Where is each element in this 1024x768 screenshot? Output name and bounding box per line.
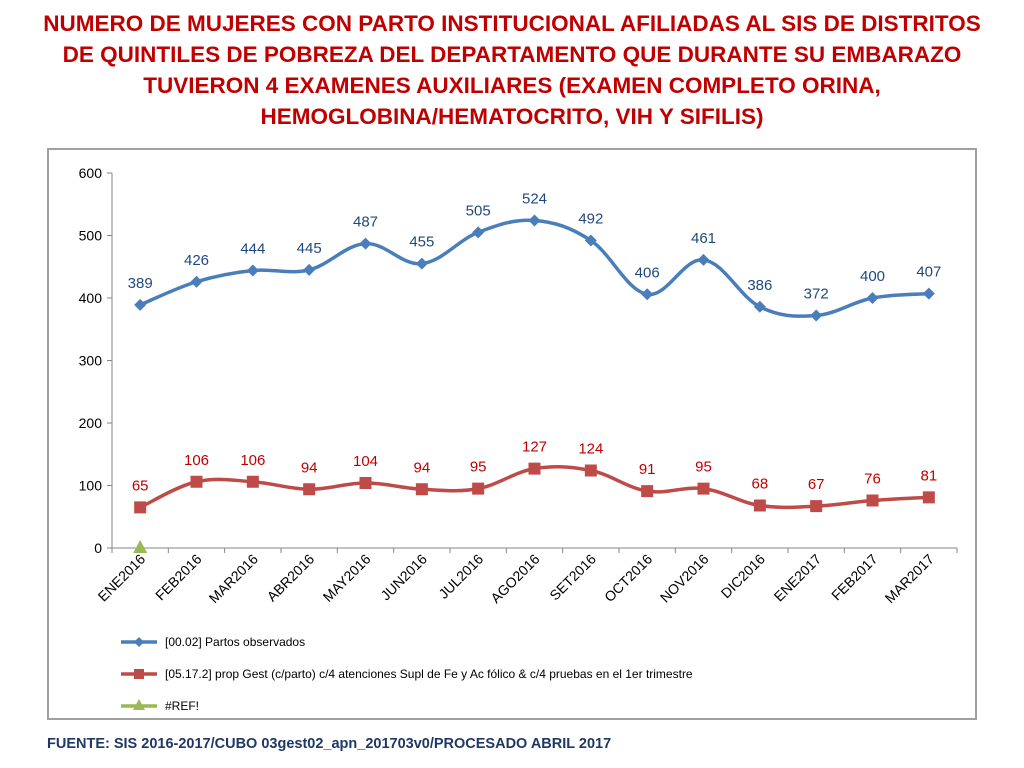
data-point (753, 300, 766, 313)
data-label: 67 (808, 476, 825, 493)
data-label: 94 (413, 459, 430, 476)
data-point (866, 494, 879, 507)
data-point (641, 485, 654, 498)
data-label: 372 (804, 286, 829, 303)
y-tick-label: 400 (79, 290, 103, 306)
data-label: 95 (470, 459, 487, 476)
data-point (359, 237, 372, 250)
data-label: 406 (635, 264, 660, 281)
data-label: 400 (860, 268, 885, 285)
legend-label: #REF! (165, 699, 199, 713)
data-point (303, 263, 316, 276)
data-point (303, 483, 316, 496)
x-tick-label: ABR2016 (264, 551, 318, 605)
x-tick-label: JUL2016 (435, 551, 486, 602)
slide-title: NUMERO DE MUJERES CON PARTO INSTITUCIONA… (43, 11, 981, 129)
data-label: 487 (353, 214, 378, 231)
data-point (641, 288, 654, 301)
chart-frame: 0 100 200 300 400 500 600 ENE2016 FEB2016 MAR2016… (47, 148, 977, 720)
legend-label: [00.02] Partos observados (165, 635, 305, 649)
x-tick-label: FEB2016 (152, 551, 205, 604)
data-label: 461 (691, 230, 716, 247)
data-label: 106 (240, 452, 265, 469)
x-tick-label: OCT2016 (601, 551, 655, 605)
x-tick-label: ENE2017 (771, 551, 825, 605)
y-tick-label: 200 (79, 415, 103, 431)
data-point (415, 483, 428, 496)
x-tick-label: FEB2017 (828, 551, 881, 604)
data-point (753, 499, 766, 512)
data-point (133, 540, 148, 553)
data-point (922, 491, 935, 504)
data-point (810, 500, 823, 513)
data-label: 524 (522, 191, 547, 208)
legend-marker (134, 669, 144, 679)
x-tick-label: MAY2016 (320, 551, 374, 605)
data-point (246, 475, 259, 488)
x-tick-label: MAR2017 (882, 551, 937, 606)
data-label: 94 (301, 459, 318, 476)
data-label: 106 (184, 452, 209, 469)
data-label: 492 (578, 211, 603, 228)
x-tick-label: ENE2016 (95, 551, 149, 605)
data-point (866, 292, 879, 304)
data-point (134, 298, 147, 311)
y-tick-label: 500 (79, 228, 103, 244)
x-tick-label: DIC2016 (718, 551, 769, 602)
data-label: 445 (297, 240, 322, 257)
line-chart: 0 100 200 300 400 500 600 ENE2016 FEB2016 MAR2016… (79, 165, 958, 713)
legend-marker (133, 699, 145, 710)
y-tick-label: 100 (79, 478, 103, 494)
data-point (472, 482, 485, 495)
legend-marker (134, 637, 144, 647)
data-point (697, 482, 710, 495)
data-point (134, 501, 147, 514)
data-label: 505 (466, 202, 491, 219)
data-label: 124 (578, 441, 603, 458)
data-label: 91 (639, 461, 656, 478)
source-note: FUENTE: SIS 2016-2017/CUBO 03gest02_apn_… (47, 736, 612, 752)
data-label: 407 (916, 264, 941, 281)
data-label: 127 (522, 439, 547, 456)
data-point (810, 309, 823, 322)
data-label: 68 (751, 476, 768, 493)
data-label: 81 (920, 467, 937, 484)
x-tick-label: AGO2016 (487, 551, 542, 606)
data-point (415, 257, 428, 270)
data-point (472, 226, 485, 239)
x-tick-label: JUN2016 (377, 551, 430, 604)
legend-label: [05.17.2] prop Gest (c/parto) c/4 atenci… (165, 667, 693, 681)
data-point (246, 264, 259, 277)
data-label: 76 (864, 471, 881, 488)
x-tick-label: MAR2016 (206, 551, 261, 606)
data-label: 386 (747, 277, 772, 294)
y-tick-label: 300 (79, 353, 103, 369)
data-point (190, 275, 203, 288)
data-label: 389 (128, 275, 153, 292)
y-tick-label: 0 (94, 540, 102, 556)
data-point (584, 234, 597, 247)
data-label: 95 (695, 459, 712, 476)
data-label: 65 (132, 477, 149, 494)
data-label: 444 (240, 241, 265, 258)
data-point (359, 477, 372, 489)
data-point (584, 464, 597, 477)
x-tick-label: SET2016 (546, 551, 599, 604)
data-label: 104 (353, 453, 378, 470)
x-tick-label: NOV2016 (657, 551, 712, 606)
y-tick-label: 600 (79, 165, 103, 181)
data-label: 455 (409, 234, 434, 251)
data-point (528, 214, 541, 227)
data-point (528, 462, 541, 475)
data-point (922, 287, 935, 300)
data-point (190, 475, 203, 488)
data-point (697, 253, 710, 266)
data-label: 426 (184, 252, 209, 269)
